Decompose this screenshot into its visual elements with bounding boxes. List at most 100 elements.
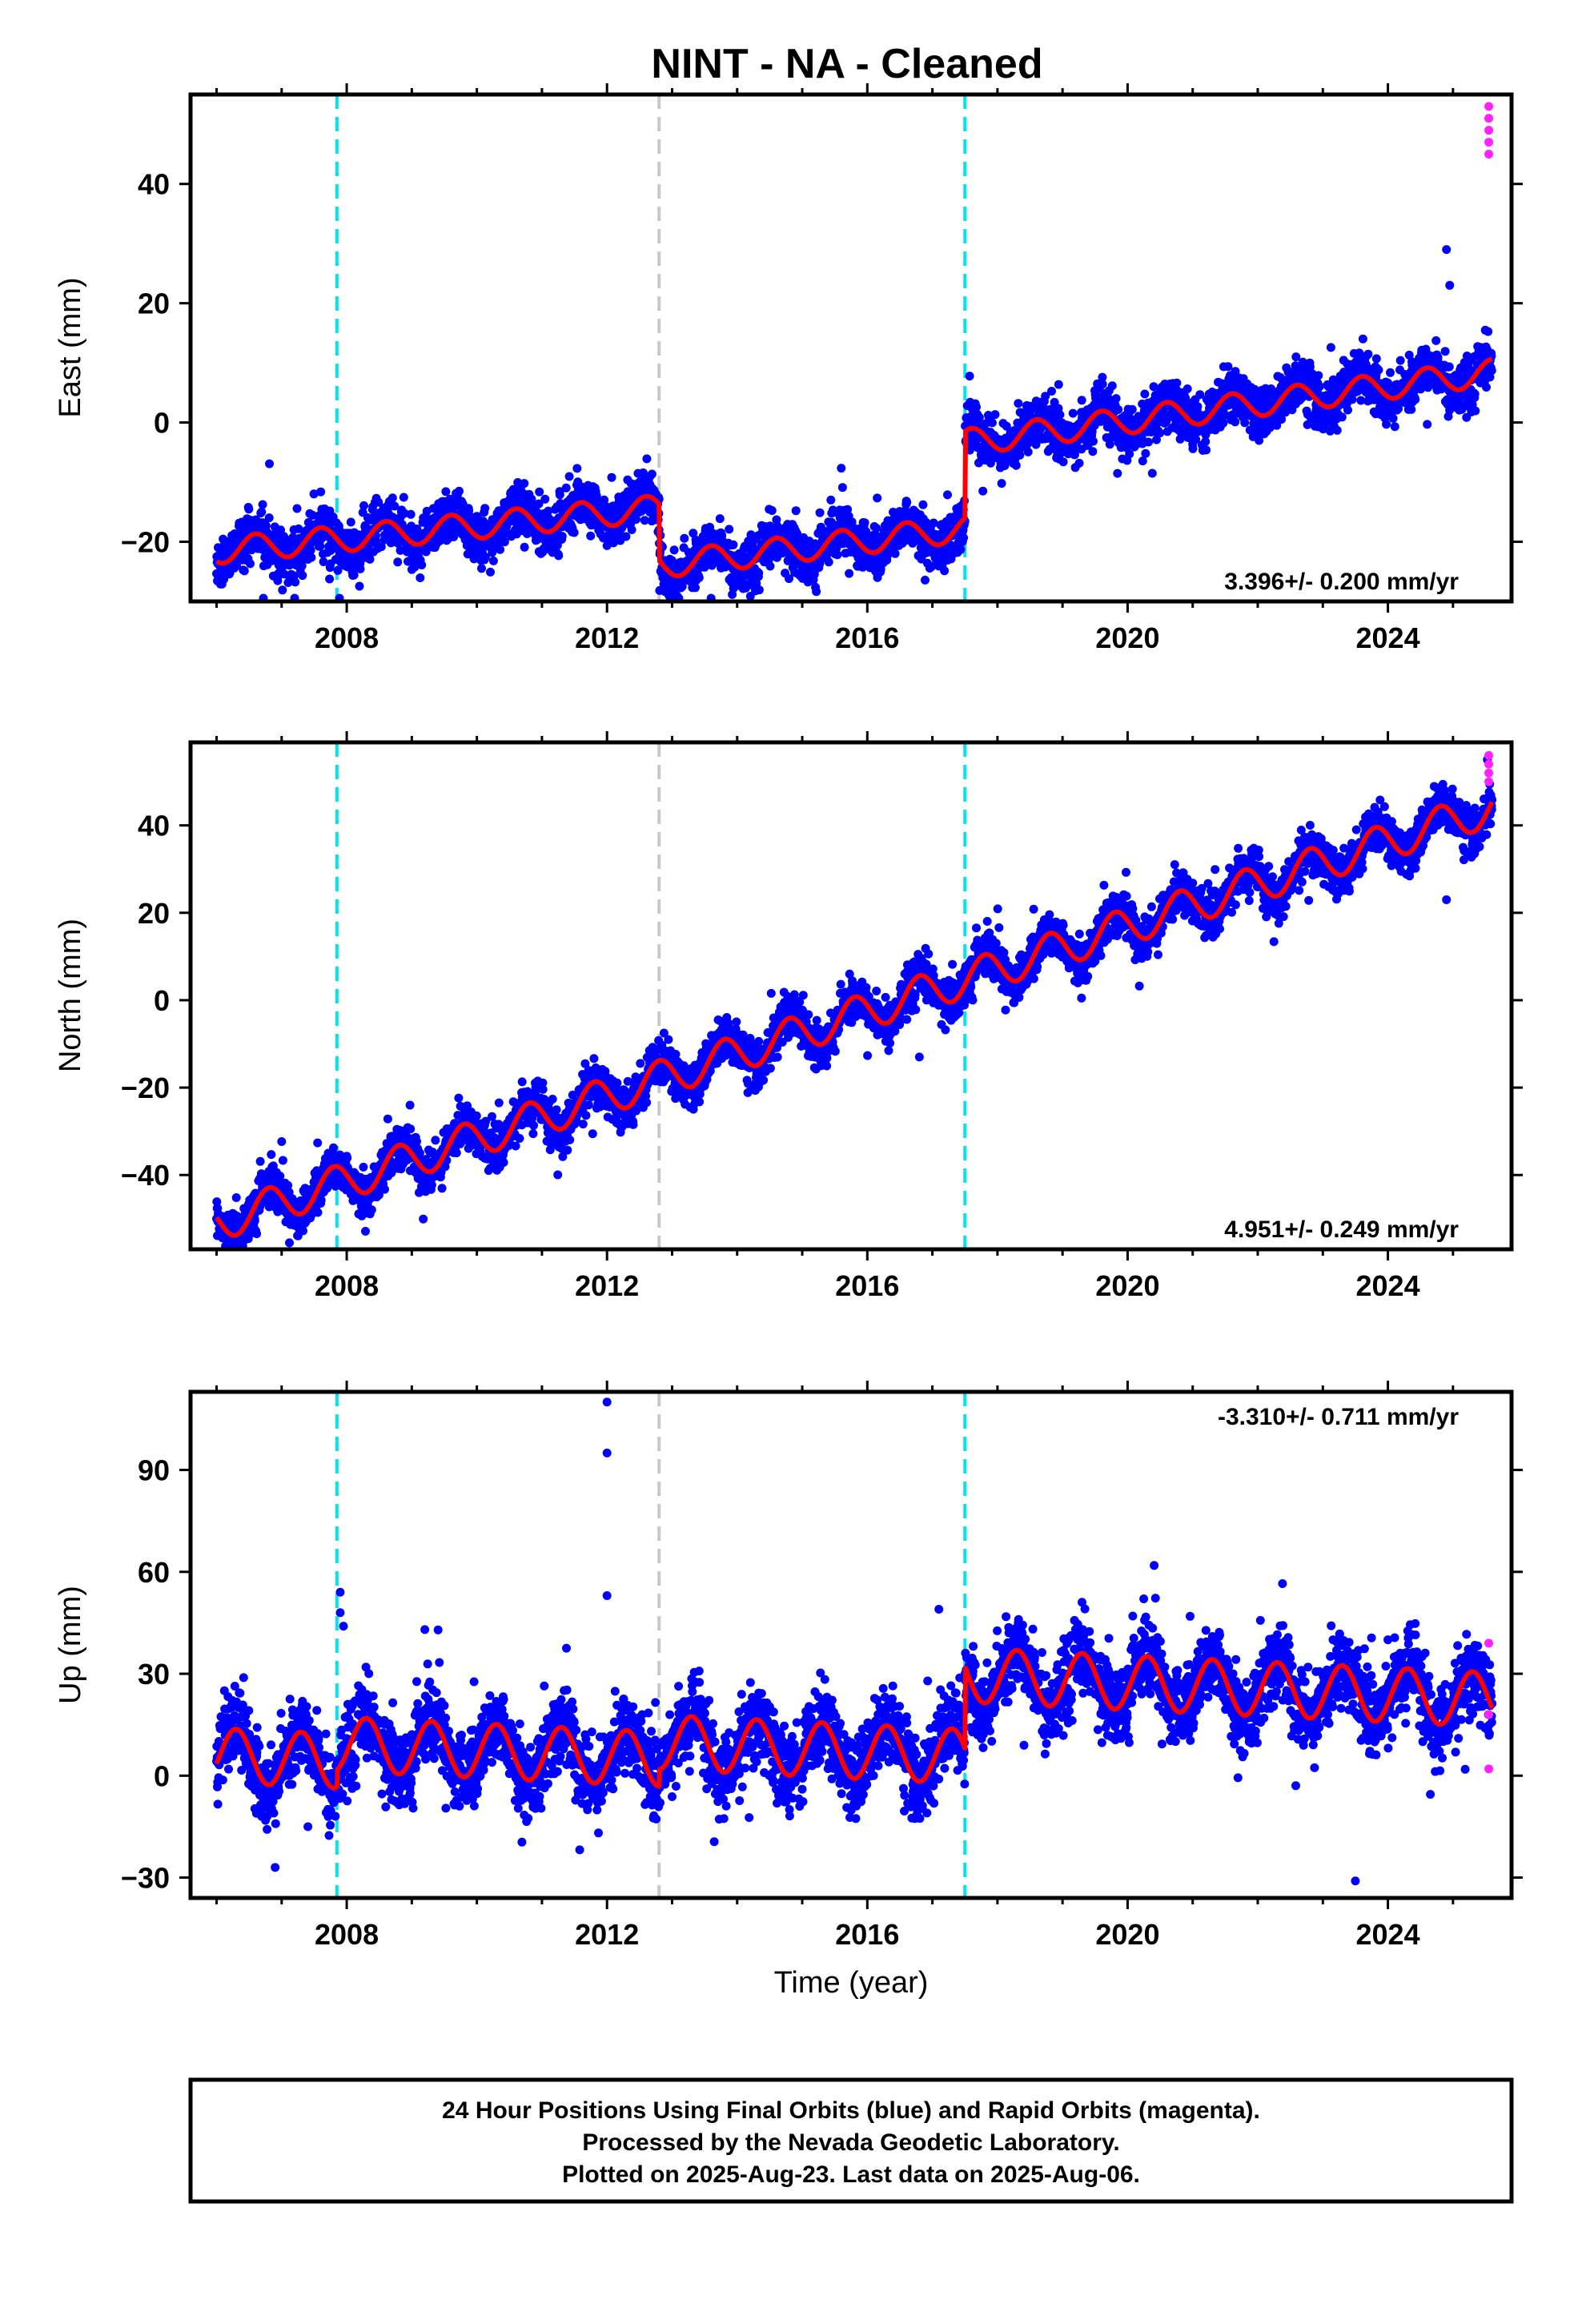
data-point	[943, 490, 952, 500]
data-point	[355, 564, 365, 573]
data-point	[607, 472, 616, 482]
data-point	[359, 501, 368, 510]
east-rapid-orbit-point	[1484, 114, 1494, 123]
data-point	[1077, 396, 1086, 405]
data-point	[997, 479, 1006, 489]
data-point	[393, 557, 403, 567]
data-point	[572, 464, 582, 473]
data-point	[285, 1238, 294, 1248]
east-axis-label: East (mm)	[54, 277, 87, 417]
data-point	[349, 570, 359, 580]
data-point	[1147, 468, 1157, 478]
data-point	[715, 514, 725, 524]
data-point	[1314, 371, 1323, 380]
east-rapid-orbit-point	[1484, 138, 1494, 147]
data-point	[1411, 395, 1420, 404]
data-point	[1140, 389, 1150, 399]
data-point	[694, 573, 704, 582]
data-point	[680, 533, 689, 543]
data-point	[441, 487, 451, 497]
east-plot-contents	[212, 94, 1496, 603]
data-point	[791, 506, 801, 516]
data-point	[765, 561, 775, 571]
east-rapid-orbit-point	[1484, 149, 1494, 159]
data-point	[246, 559, 255, 569]
data-point	[1395, 356, 1405, 365]
data-point	[1089, 436, 1098, 446]
data-point	[1113, 468, 1122, 478]
data-point	[261, 521, 271, 530]
data-point	[1127, 404, 1137, 414]
data-point	[265, 459, 274, 468]
data-point	[313, 1208, 323, 1217]
data-point	[987, 418, 997, 428]
data-point	[255, 1156, 265, 1166]
data-point	[315, 541, 325, 551]
data-point	[376, 542, 386, 552]
east-x-tick-label: 2008	[315, 621, 379, 654]
outlier-point	[1445, 280, 1455, 290]
east-velocity-label: 3.396+/- 0.200 mm/yr	[1224, 569, 1459, 595]
data-point	[325, 574, 335, 584]
data-point	[978, 486, 988, 496]
data-point	[754, 585, 764, 595]
data-point	[232, 561, 241, 570]
data-point	[1343, 405, 1352, 415]
east-y-tick-label: 0	[154, 407, 170, 440]
data-point	[554, 551, 564, 561]
data-point	[1386, 368, 1395, 377]
data-point	[1423, 420, 1432, 429]
data-point	[313, 1138, 323, 1148]
data-point	[1202, 445, 1211, 455]
data-point	[1326, 343, 1335, 352]
data-point	[833, 550, 842, 560]
data-point	[406, 509, 416, 519]
data-point	[455, 486, 464, 496]
data-point	[586, 531, 596, 541]
data-point	[488, 556, 498, 565]
data-point	[399, 493, 408, 502]
data-point	[826, 495, 836, 505]
data-point	[496, 545, 505, 554]
data-point	[1388, 413, 1398, 423]
data-point	[767, 506, 777, 515]
data-point	[1471, 406, 1480, 416]
data-point	[965, 372, 974, 381]
east-x-tick-label: 2012	[575, 621, 639, 654]
data-point	[1193, 402, 1203, 412]
data-point	[390, 501, 400, 511]
data-point	[1141, 448, 1150, 458]
data-point	[1382, 420, 1391, 429]
data-point	[316, 487, 326, 497]
data-point	[1172, 378, 1182, 388]
data-point	[277, 1137, 287, 1146]
data-point	[1371, 354, 1381, 364]
data-point	[1337, 412, 1347, 422]
data-point	[1047, 387, 1056, 396]
east-y-tick-label: 20	[138, 287, 170, 320]
data-point	[669, 545, 679, 555]
data-point	[258, 500, 267, 509]
east-x-tick-label: 2016	[835, 621, 899, 654]
data-point	[292, 504, 302, 513]
data-point	[299, 1226, 307, 1236]
data-point	[294, 524, 303, 533]
data-point	[1240, 418, 1250, 428]
data-point	[520, 479, 529, 489]
data-point	[1058, 457, 1068, 467]
data-point	[1223, 362, 1233, 372]
data-point	[1482, 383, 1491, 392]
data-point	[396, 545, 405, 555]
data-point	[486, 567, 495, 577]
data-point	[1098, 380, 1107, 389]
data-point	[555, 490, 564, 500]
data-point	[1374, 365, 1383, 375]
data-point	[642, 454, 652, 464]
data-point	[1358, 334, 1367, 344]
data-point	[371, 537, 381, 546]
data-point	[1470, 389, 1480, 399]
data-point	[1088, 447, 1098, 456]
data-point	[278, 1156, 287, 1165]
data-point	[1315, 382, 1324, 392]
